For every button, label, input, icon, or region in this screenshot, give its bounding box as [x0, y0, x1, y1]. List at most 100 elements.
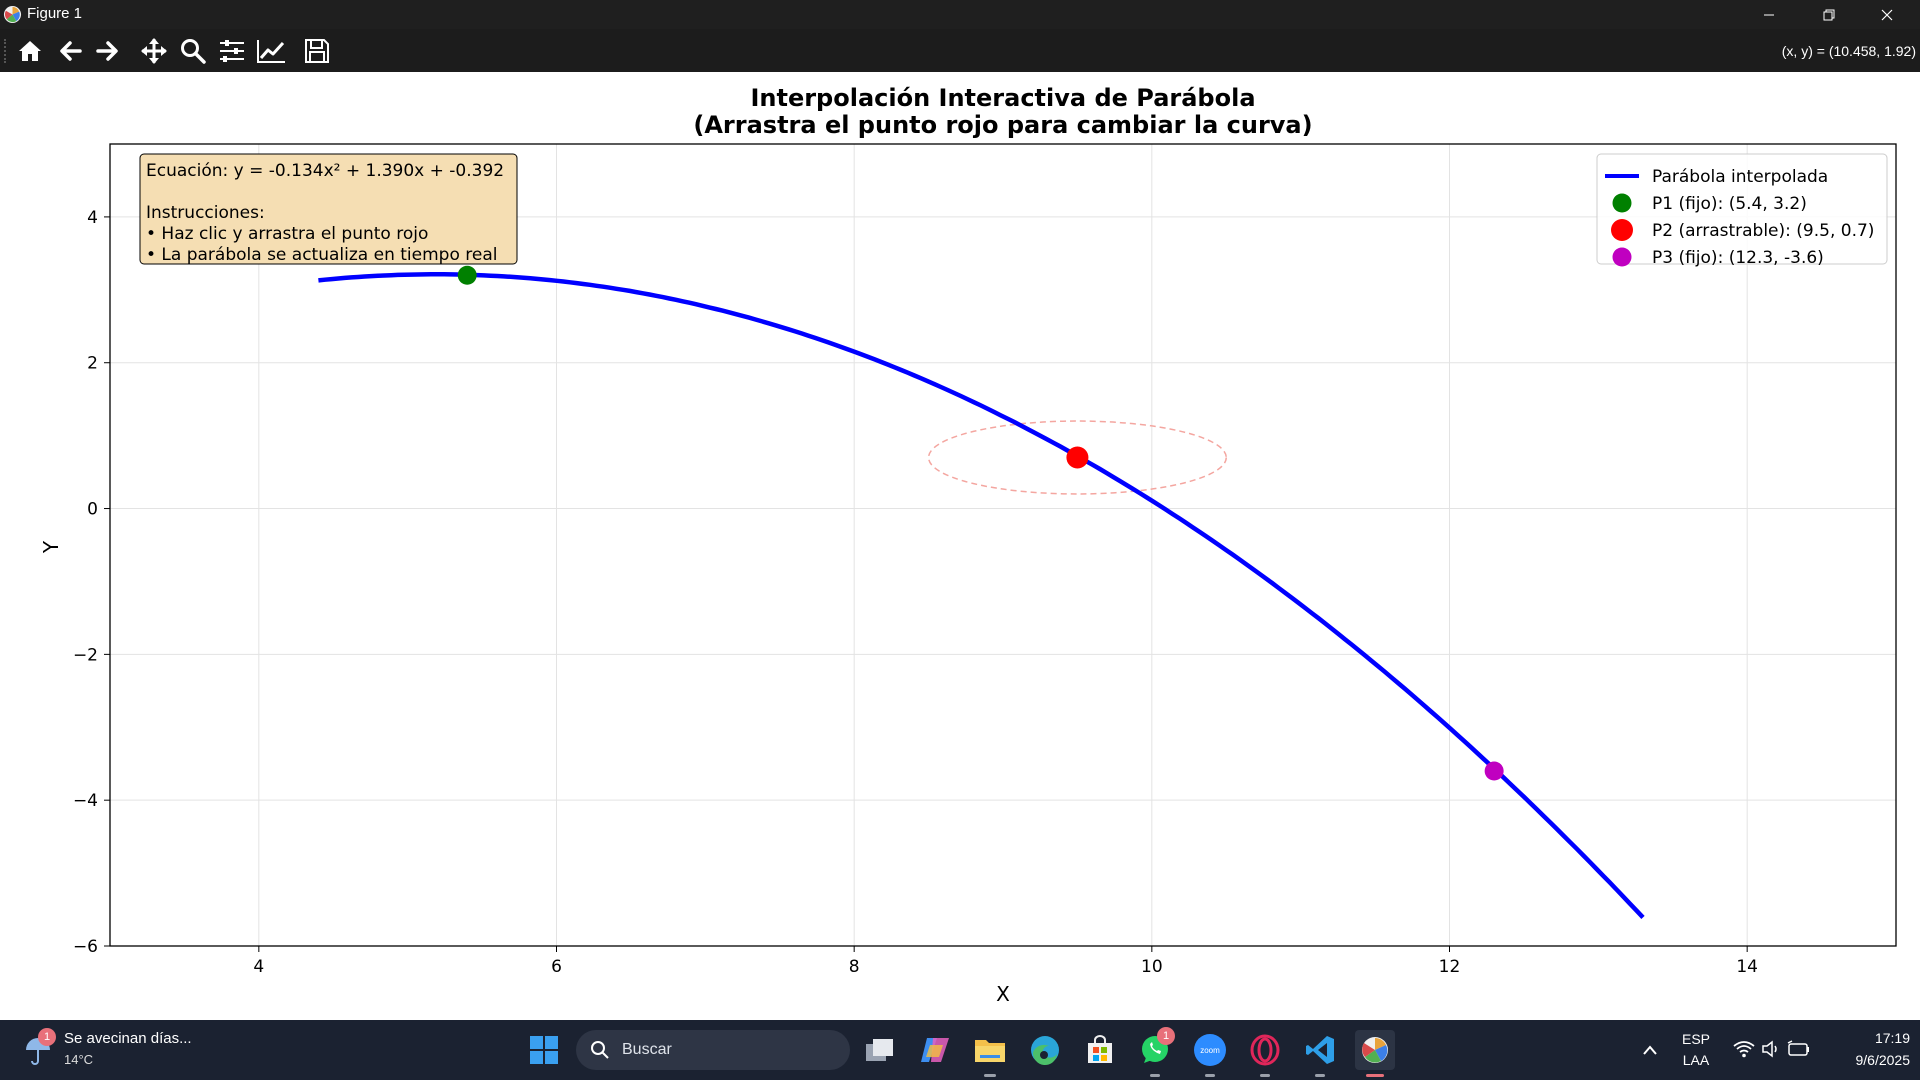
info-box-background: [139, 153, 518, 265]
data-point-p1: [457, 265, 477, 285]
info-box-line: Instrucciones:: [146, 203, 265, 223]
store-icon: [1088, 1035, 1112, 1063]
close-icon: [1881, 9, 1893, 20]
x-axis-label: X: [996, 982, 1010, 1006]
clock-time[interactable]: 17:19: [1874, 1030, 1910, 1046]
x-tick-label: 14: [1736, 957, 1758, 977]
figure-canvas[interactable]: Interpolación Interactiva de Parábola (A…: [0, 72, 1920, 1020]
parabola-curve: [318, 272, 1645, 919]
forward-icon: [96, 41, 118, 61]
edge-button[interactable]: [1025, 1030, 1065, 1070]
copilot-button[interactable]: [915, 1030, 955, 1070]
clock-date[interactable]: 9/6/2025: [1855, 1052, 1911, 1068]
forward-button[interactable]: [91, 35, 125, 67]
chart-title: Interpolación Interactiva de Parábola: [750, 84, 1255, 112]
whatsapp-badge: 1: [1157, 1027, 1175, 1045]
weather-text: Se avecinan días...: [64, 1030, 192, 1047]
start-button[interactable]: [524, 1030, 564, 1070]
weather-temp: 14°C: [64, 1052, 94, 1067]
restore-icon: [1823, 9, 1835, 20]
toolbar-grip: [4, 39, 6, 63]
x-tick-label: 6: [551, 957, 562, 977]
search-icon: [591, 1041, 609, 1059]
back-icon: [60, 41, 82, 61]
copilot-icon: [921, 1038, 949, 1062]
info-box-line: Ecuación: y = -0.134x² + 1.390x + -0.392: [146, 161, 504, 181]
search-placeholder: Buscar: [622, 1041, 672, 1058]
windows-start-icon: [530, 1036, 558, 1064]
task-view-icon: [866, 1039, 893, 1061]
equation-info-box: Ecuación: y = -0.134x² + 1.390x + -0.392…: [139, 153, 518, 265]
vscode-button[interactable]: [1300, 1030, 1340, 1070]
language-bottom[interactable]: LAA: [1682, 1052, 1710, 1068]
legend-point-swatch: [1611, 219, 1633, 241]
file-explorer-running-indicator: [984, 1074, 996, 1077]
file-explorer-button[interactable]: [970, 1030, 1010, 1070]
weather-badge: 1: [38, 1028, 56, 1046]
opera-icon: [1250, 1034, 1280, 1066]
data-point-p3: [1484, 761, 1504, 781]
curve-layer: [318, 272, 1645, 919]
x-tick-label: 10: [1141, 957, 1163, 977]
pan-button[interactable]: [137, 35, 171, 67]
zoom-running-indicator: [1205, 1074, 1215, 1077]
opera-running-indicator: [1260, 1074, 1270, 1077]
back-button[interactable]: [53, 35, 87, 67]
y-tick-label: −6: [73, 937, 98, 957]
windows-taskbar: 1 Se avecinan días... 14°C Buscar 1 zoom: [0, 1020, 1920, 1080]
cursor-coordinates: (x, y) = (10.458, 1.92): [1781, 43, 1916, 59]
store-button[interactable]: [1080, 1030, 1120, 1070]
edit-axis-icon: [257, 40, 285, 63]
vscode-icon: [1306, 1036, 1334, 1064]
vscode-running-indicator: [1315, 1074, 1325, 1077]
taskbar-search[interactable]: Buscar: [576, 1030, 850, 1070]
save-button[interactable]: [300, 35, 334, 67]
zoom-app-button[interactable]: zoom: [1190, 1030, 1230, 1070]
volume-icon[interactable]: [1761, 1040, 1781, 1058]
y-axis-ticks: −6 −4 −2 0 2 4: [73, 208, 110, 957]
matplotlib-app-icon: [3, 5, 22, 24]
restore-button[interactable]: [1806, 2, 1852, 27]
y-tick-label: 2: [87, 354, 98, 374]
legend-label-point: P1 (fijo): (5.4, 3.2): [1652, 194, 1807, 214]
pan-icon: [141, 38, 167, 64]
zoom-app-icon: zoom: [1194, 1034, 1226, 1066]
home-button[interactable]: [13, 35, 47, 67]
edge-icon: [1031, 1036, 1059, 1066]
x-tick-label: 12: [1439, 957, 1461, 977]
legend: Parábola interpolada P1 (fijo): (5.4, 3.2…: [1596, 153, 1888, 268]
language-top[interactable]: ESP: [1681, 1031, 1710, 1047]
battery-icon[interactable]: [1787, 1040, 1811, 1058]
navigation-toolbar: (x, y) = (10.458, 1.92): [0, 29, 1920, 72]
chevron-up-icon: [1643, 1045, 1657, 1055]
edit-axis-button[interactable]: [254, 35, 288, 67]
chart[interactable]: Interpolación Interactiva de Parábola (A…: [0, 72, 1920, 1020]
zoom-button[interactable]: [176, 35, 210, 67]
drag-highlight-layer: [927, 420, 1227, 495]
x-tick-label: 8: [849, 957, 860, 977]
minimize-button[interactable]: [1746, 2, 1792, 27]
points-layer: [457, 265, 1504, 781]
python-figure-button[interactable]: [1355, 1030, 1395, 1070]
configure-subplots-icon: [220, 40, 244, 62]
legend-label-curve: Parábola interpolada: [1652, 167, 1828, 187]
legend-point-swatch: [1612, 193, 1632, 213]
close-button[interactable]: [1864, 2, 1910, 27]
show-hidden-icons-button[interactable]: [1630, 1030, 1670, 1070]
configure-subplots-button[interactable]: [215, 35, 249, 67]
opera-button[interactable]: [1245, 1030, 1285, 1070]
python-figure-active-indicator: [1366, 1074, 1384, 1077]
save-icon: [305, 39, 329, 63]
task-view-button[interactable]: [860, 1030, 900, 1070]
python-figure-icon: [1362, 1037, 1388, 1063]
y-tick-label: −2: [73, 645, 98, 665]
drag-highlight-ellipse: [927, 420, 1227, 495]
minimize-icon: [1764, 14, 1774, 15]
y-tick-label: −4: [73, 791, 98, 811]
home-icon: [19, 41, 41, 61]
y-tick-label: 4: [87, 208, 98, 228]
axes-frame: [109, 143, 1897, 947]
x-axis-ticks: 4 6 8 10 12 14: [253, 946, 1758, 977]
wifi-icon[interactable]: [1733, 1040, 1755, 1058]
legend-frame: [1596, 153, 1888, 265]
